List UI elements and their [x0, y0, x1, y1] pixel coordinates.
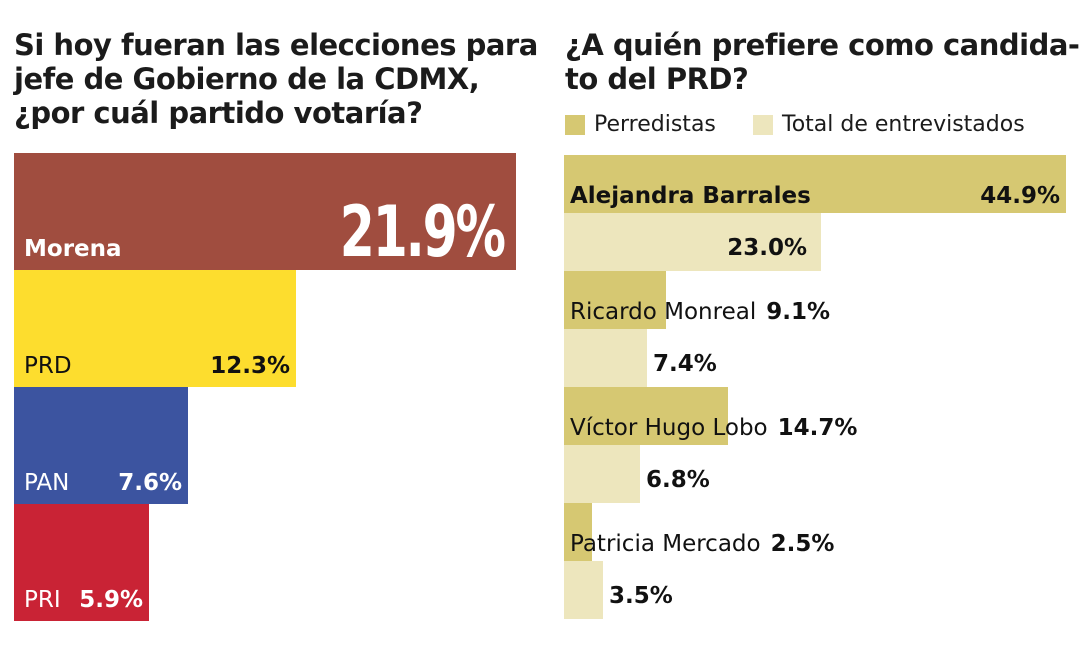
legend-label-total: Total de entrevistados — [782, 112, 1025, 137]
party-label-prd: PRD — [24, 353, 72, 379]
right-title-line-2: to del PRD? — [565, 62, 749, 96]
legend-label-perredistas: Perredistas — [594, 112, 716, 137]
candidate-row-lobo: Víctor Hugo Lobo 14.7% — [570, 415, 857, 441]
perredistas-value-barrales: 44.9% — [980, 183, 1060, 209]
perredistas-bar-lobo — [564, 387, 728, 445]
total-value-mercado: 3.5% — [609, 583, 673, 609]
left-title-line-3: ¿por cuál partido votaría? — [14, 96, 423, 130]
total-bar-lobo — [564, 445, 640, 503]
perredistas-value-monreal: 9.1% — [766, 299, 831, 325]
candidate-label-lobo: Víctor Hugo Lobo — [570, 415, 768, 441]
total-value-monreal: 7.4% — [653, 351, 717, 377]
candidate-row-mercado: Patricia Mercado 2.5% — [570, 531, 834, 557]
legend-item-total: Total de entrevistados — [753, 112, 1025, 137]
candidate-label-monreal: Ricardo Monreal — [570, 299, 757, 325]
party-value-pri: 5.9% — [79, 587, 143, 613]
left-title-line-1: Si hoy fueran las elecciones para — [14, 28, 538, 62]
perredistas-value-mercado: 2.5% — [770, 531, 835, 557]
candidate-row-monreal: Ricardo Monreal 9.1% — [570, 299, 830, 325]
perredistas-bar-mercado — [564, 503, 592, 561]
candidate-label-mercado: Patricia Mercado — [570, 531, 761, 557]
right-title-line-1: ¿A quién prefiere como candida- — [565, 28, 1080, 62]
candidate-label-barrales: Alejandra Barrales — [570, 183, 811, 209]
total-bar-barrales — [564, 213, 821, 271]
party-value-prd: 12.3% — [210, 353, 290, 379]
party-label-morena: Morena — [24, 236, 122, 262]
party-bar-morena — [14, 153, 516, 270]
legend-item-perredistas: Perredistas — [565, 112, 716, 137]
party-label-pan: PAN — [24, 470, 70, 496]
left-chart-title: Si hoy fueran las elecciones para jefe d… — [14, 28, 538, 130]
right-chart-title: ¿A quién prefiere como candida- to del P… — [565, 28, 1080, 96]
perredistas-value-lobo: 14.7% — [777, 415, 858, 441]
perredistas-bar-monreal — [564, 271, 666, 329]
legend-swatch-total — [753, 114, 773, 135]
total-value-barrales: 23.0% — [727, 235, 807, 261]
total-value-lobo: 6.8% — [646, 467, 710, 493]
party-value-pan: 7.6% — [118, 470, 182, 496]
party-label-pri: PRI — [24, 587, 61, 613]
party-bar-prd — [14, 270, 296, 387]
total-bar-monreal — [564, 329, 647, 387]
perredistas-bar-barrales — [564, 155, 1066, 213]
party-bar-pri — [14, 504, 149, 621]
left-title-line-2: jefe de Gobierno de la CDMX, — [14, 62, 480, 96]
total-bar-mercado — [564, 561, 603, 619]
legend-swatch-perredistas — [565, 114, 585, 135]
party-bar-pan — [14, 387, 188, 504]
party-value-morena: 21.9% — [339, 191, 506, 273]
